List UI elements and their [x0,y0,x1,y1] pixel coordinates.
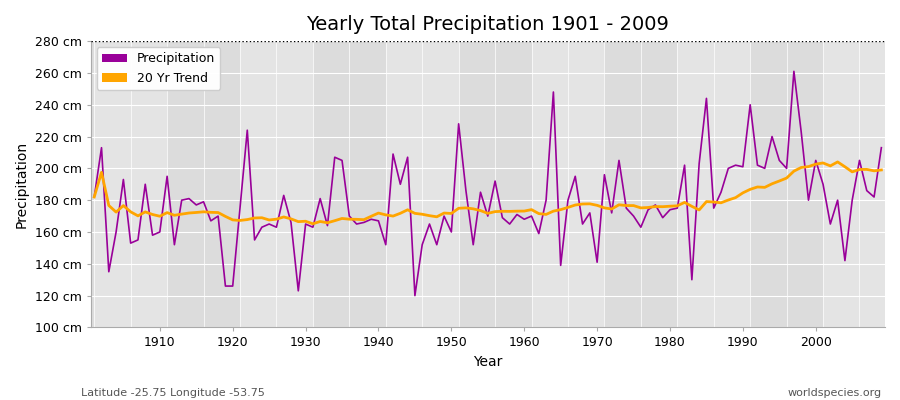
Text: worldspecies.org: worldspecies.org [788,388,882,398]
Bar [532,41,605,328]
Title: Yearly Total Precipitation 1901 - 2009: Yearly Total Precipitation 1901 - 2009 [306,15,670,34]
Legend: Precipitation, 20 Yr Trend: Precipitation, 20 Yr Trend [97,47,220,90]
Bar [94,41,167,328]
Y-axis label: Precipitation: Precipitation [15,141,29,228]
Bar [824,41,896,328]
X-axis label: Year: Year [473,355,502,369]
Text: Latitude -25.75 Longitude -53.75: Latitude -25.75 Longitude -53.75 [81,388,265,398]
Bar [386,41,459,328]
Bar [240,41,313,328]
Bar [678,41,751,328]
